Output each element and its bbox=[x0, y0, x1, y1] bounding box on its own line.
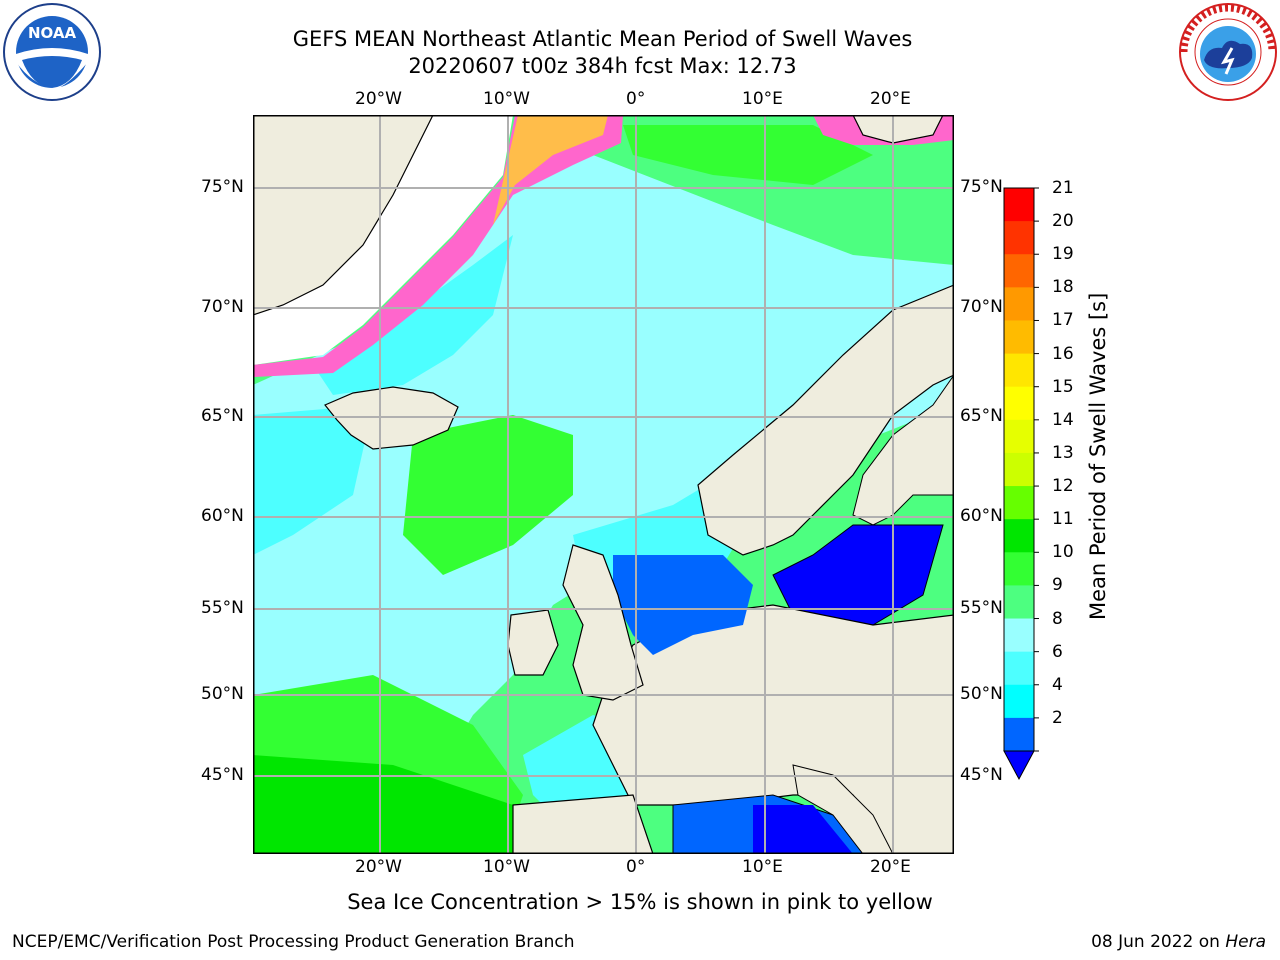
lat-label-left-55N: 55°N bbox=[201, 598, 244, 618]
lon-label-top-10E: 10°E bbox=[742, 89, 783, 109]
colorbar-bin bbox=[1004, 717, 1034, 752]
lat-label-right-60N: 60°N bbox=[960, 506, 1003, 526]
colorbar-tick-label: 2 bbox=[1052, 707, 1063, 728]
colorbar-tick-label: 12 bbox=[1052, 476, 1074, 497]
lat-label-right-65N: 65°N bbox=[960, 406, 1003, 426]
svalbard bbox=[852, 115, 944, 144]
colorbar-bin bbox=[1004, 519, 1034, 553]
colorbar-tick-label: 18 bbox=[1052, 277, 1074, 298]
colorbar-bin bbox=[1004, 452, 1034, 487]
colorbar-tick-label: 8 bbox=[1052, 608, 1063, 629]
map-frame bbox=[253, 115, 954, 854]
sea-ice-caption: Sea Ice Concentration > 15% is shown in … bbox=[347, 890, 933, 914]
colorbar-bin bbox=[1004, 486, 1034, 520]
colorbar-tick-label: 6 bbox=[1052, 641, 1063, 662]
lat-label-right-45N: 45°N bbox=[960, 765, 1003, 785]
colorbar-tick-label: 10 bbox=[1052, 542, 1074, 563]
colorbar-bin bbox=[1004, 254, 1034, 288]
lat-label-left-45N: 45°N bbox=[201, 765, 244, 785]
graticule bbox=[253, 115, 954, 854]
colorbar-bin bbox=[1004, 353, 1034, 388]
swell-zone-green-arctic bbox=[623, 125, 873, 185]
iberia bbox=[512, 794, 654, 854]
nws-logo bbox=[1178, 2, 1278, 102]
colorbar-bin bbox=[1004, 552, 1034, 586]
north-sea bbox=[613, 555, 753, 655]
lon-label-bottom-20W: 20°W bbox=[355, 857, 402, 877]
colorbar-bin bbox=[1004, 287, 1034, 321]
colorbar-bin bbox=[1004, 188, 1034, 222]
lat-label-right-55N: 55°N bbox=[960, 598, 1003, 618]
lon-label-bottom-20E: 20°E bbox=[870, 857, 911, 877]
colorbar-tick-label: 20 bbox=[1052, 211, 1074, 232]
lat-label-left-65N: 65°N bbox=[201, 406, 244, 426]
colorbar-bin bbox=[1004, 651, 1034, 686]
lon-label-bottom-10W: 10°W bbox=[483, 857, 530, 877]
colorbar-tick-label: 13 bbox=[1052, 442, 1074, 463]
swell-zone-cyan-north bbox=[313, 235, 513, 395]
sweden-finland bbox=[852, 374, 954, 526]
colorbar-tick-label: 17 bbox=[1052, 310, 1074, 331]
tyrrhenian-sea bbox=[753, 805, 853, 854]
colorbar-tick-label: 15 bbox=[1052, 376, 1074, 397]
footer-date-text: 08 Jun 2022 on bbox=[1091, 932, 1226, 952]
lat-label-right-75N: 75°N bbox=[960, 177, 1003, 197]
swell-zone-dark-green bbox=[253, 755, 523, 854]
greenland bbox=[253, 115, 434, 316]
lat-label-left-75N: 75°N bbox=[201, 177, 244, 197]
lon-label-top-0: 0° bbox=[626, 89, 646, 109]
colorbar-tick-label: 21 bbox=[1052, 178, 1074, 198]
colorbar-bin bbox=[1004, 618, 1034, 653]
scandinavia bbox=[697, 284, 954, 556]
lon-label-bottom-0: 0° bbox=[626, 857, 646, 877]
colorbar-bin bbox=[1004, 684, 1034, 719]
lon-label-top-10W: 10°W bbox=[483, 89, 530, 109]
noaa-logo: NOAA bbox=[2, 2, 102, 102]
lat-label-left-70N: 70°N bbox=[201, 297, 244, 317]
great-britain bbox=[562, 544, 644, 701]
footer-host: Hera bbox=[1225, 932, 1266, 952]
colorbar-tick-label: 16 bbox=[1052, 343, 1074, 364]
colorbar-tick-label: 11 bbox=[1052, 509, 1074, 530]
swell-zone-green-central bbox=[403, 415, 573, 575]
noaa-logo-text: NOAA bbox=[28, 24, 77, 42]
lat-label-right-70N: 70°N bbox=[960, 297, 1003, 317]
colorbar-tick-label: 4 bbox=[1052, 674, 1063, 695]
colorbar-bin bbox=[1004, 386, 1034, 421]
lat-label-right-50N: 50°N bbox=[960, 684, 1003, 704]
colorbar-bin bbox=[1004, 320, 1034, 355]
footer-credit: NCEP/EMC/Verification Post Processing Pr… bbox=[12, 932, 575, 952]
colorbar bbox=[1003, 187, 1039, 781]
colorbar-extend-triangle bbox=[1003, 750, 1035, 781]
italy bbox=[792, 764, 894, 854]
colorbar-label: Mean Period of Swell Waves [s] bbox=[1086, 292, 1110, 620]
lon-label-top-20W: 20°W bbox=[355, 89, 402, 109]
sea-ice-yellow bbox=[493, 115, 608, 225]
colorbar-tick-label: 14 bbox=[1052, 409, 1074, 430]
lat-label-left-50N: 50°N bbox=[201, 684, 244, 704]
colorbar-bin bbox=[1004, 419, 1034, 454]
lon-label-bottom-10E: 10°E bbox=[742, 857, 783, 877]
colorbar-tick-label: 19 bbox=[1052, 244, 1074, 265]
lon-label-top-20E: 20°E bbox=[870, 89, 911, 109]
chart-subtitle: 20220607 t00z 384h fcst Max: 12.73 bbox=[408, 54, 797, 78]
chart-title: GEFS MEAN Northeast Atlantic Mean Period… bbox=[292, 27, 913, 51]
map-panel bbox=[253, 115, 954, 854]
colorbar-frame bbox=[1003, 187, 1035, 752]
colorbar-bin bbox=[1004, 221, 1034, 255]
colorbar-tick-label: 9 bbox=[1052, 575, 1063, 596]
lat-label-left-60N: 60°N bbox=[201, 506, 244, 526]
colorbar-bin bbox=[1004, 585, 1034, 620]
footer-date: 08 Jun 2022 on Hera bbox=[1091, 932, 1266, 952]
sea-ice-edge bbox=[253, 115, 623, 377]
